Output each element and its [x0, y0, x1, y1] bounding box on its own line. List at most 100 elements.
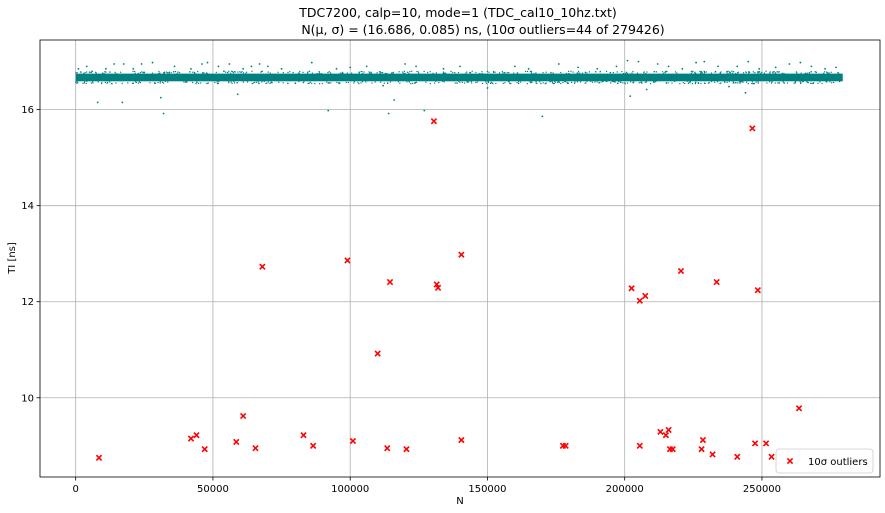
sample-point — [827, 72, 829, 75]
sample-point — [641, 81, 643, 83]
sample-point — [456, 82, 458, 84]
sample-point — [626, 82, 629, 84]
sample-point — [835, 66, 837, 69]
sample-point — [757, 70, 759, 73]
sample-point — [720, 82, 722, 84]
outlier-point — [665, 426, 672, 434]
legend-marker-x — [786, 457, 794, 465]
sample-point — [445, 72, 447, 74]
sample-point — [691, 71, 693, 73]
sample-point — [214, 81, 216, 83]
sample-point — [443, 81, 445, 83]
sample-point — [738, 81, 741, 83]
sample-point — [391, 72, 393, 74]
sample-point — [350, 72, 353, 74]
sample-point — [645, 72, 647, 75]
sample-point — [454, 72, 456, 74]
x-tick-label: 200000 — [606, 484, 644, 495]
sample-point — [79, 71, 82, 73]
sample-point — [737, 82, 739, 84]
plot-frame — [39, 39, 881, 478]
sample-point — [760, 72, 762, 75]
sample-point — [595, 71, 597, 73]
sample-point — [83, 81, 86, 83]
sample-point — [735, 82, 737, 84]
sample-point — [829, 81, 831, 83]
sample-point — [410, 83, 412, 85]
sample-point — [666, 70, 668, 73]
sample-point — [161, 81, 164, 83]
sample-point — [509, 82, 511, 84]
sample-point — [287, 71, 289, 74]
sample-point — [365, 65, 368, 68]
sample-point — [470, 81, 472, 83]
sample-point — [363, 71, 365, 73]
sample-point — [403, 70, 405, 72]
sample-point — [735, 72, 737, 75]
sample-point — [526, 70, 529, 73]
sample-point — [149, 82, 151, 84]
sample-point — [633, 81, 635, 83]
sample-point — [719, 72, 721, 74]
sample-point — [417, 71, 419, 73]
sample-point — [309, 81, 312, 83]
sample-point — [774, 66, 777, 69]
outlier-point — [233, 438, 240, 446]
sample-point — [810, 65, 813, 68]
sample-point — [217, 65, 220, 68]
sample-point — [76, 82, 78, 84]
sample-point — [754, 72, 756, 74]
sample-point — [197, 71, 199, 73]
sample-point — [459, 81, 461, 83]
sample-point — [282, 72, 284, 74]
sample-point — [550, 80, 552, 83]
sample-point — [407, 72, 410, 74]
sample-point — [704, 71, 706, 74]
sample-point — [732, 72, 734, 74]
sample-point — [566, 82, 569, 84]
outlier-stroke — [344, 257, 351, 264]
sample-point — [205, 72, 208, 74]
sample-point — [83, 72, 85, 75]
sample-point — [799, 61, 802, 64]
sample-point — [728, 85, 730, 88]
sample-point — [618, 80, 620, 82]
sample-point — [362, 72, 364, 75]
sample-point — [552, 82, 555, 85]
sample-point — [261, 70, 263, 73]
sample-point — [560, 82, 562, 85]
sample-point — [517, 81, 520, 83]
outlier-point — [458, 436, 465, 444]
sample-point — [416, 70, 418, 73]
sample-point — [104, 67, 107, 70]
sample-point — [560, 71, 562, 74]
sample-point — [729, 72, 731, 74]
sample-point — [114, 71, 116, 74]
outlier-stroke — [458, 251, 465, 258]
sample-point — [641, 82, 643, 84]
sample-point — [261, 70, 263, 72]
sample-point — [510, 82, 512, 85]
sample-point — [727, 70, 729, 72]
sample-point — [269, 82, 271, 84]
sample-point — [413, 82, 416, 84]
sample-point — [101, 72, 104, 74]
sample-point — [751, 82, 753, 85]
sample-band-core — [75, 73, 843, 82]
sample-point — [143, 72, 146, 74]
sample-point — [189, 71, 191, 73]
sample-point — [661, 71, 664, 73]
sample-point — [111, 83, 113, 85]
sample-point — [349, 66, 352, 69]
sample-point — [535, 82, 537, 84]
sample-point — [624, 72, 626, 75]
sample-point — [253, 81, 256, 83]
sample-point — [799, 82, 802, 84]
sample-point — [408, 81, 410, 83]
outlier-stroke — [562, 442, 569, 449]
sample-point — [686, 80, 688, 82]
sample-point — [371, 82, 373, 84]
sample-point — [801, 81, 803, 83]
sample-point — [115, 82, 117, 84]
sample-point — [251, 83, 253, 85]
